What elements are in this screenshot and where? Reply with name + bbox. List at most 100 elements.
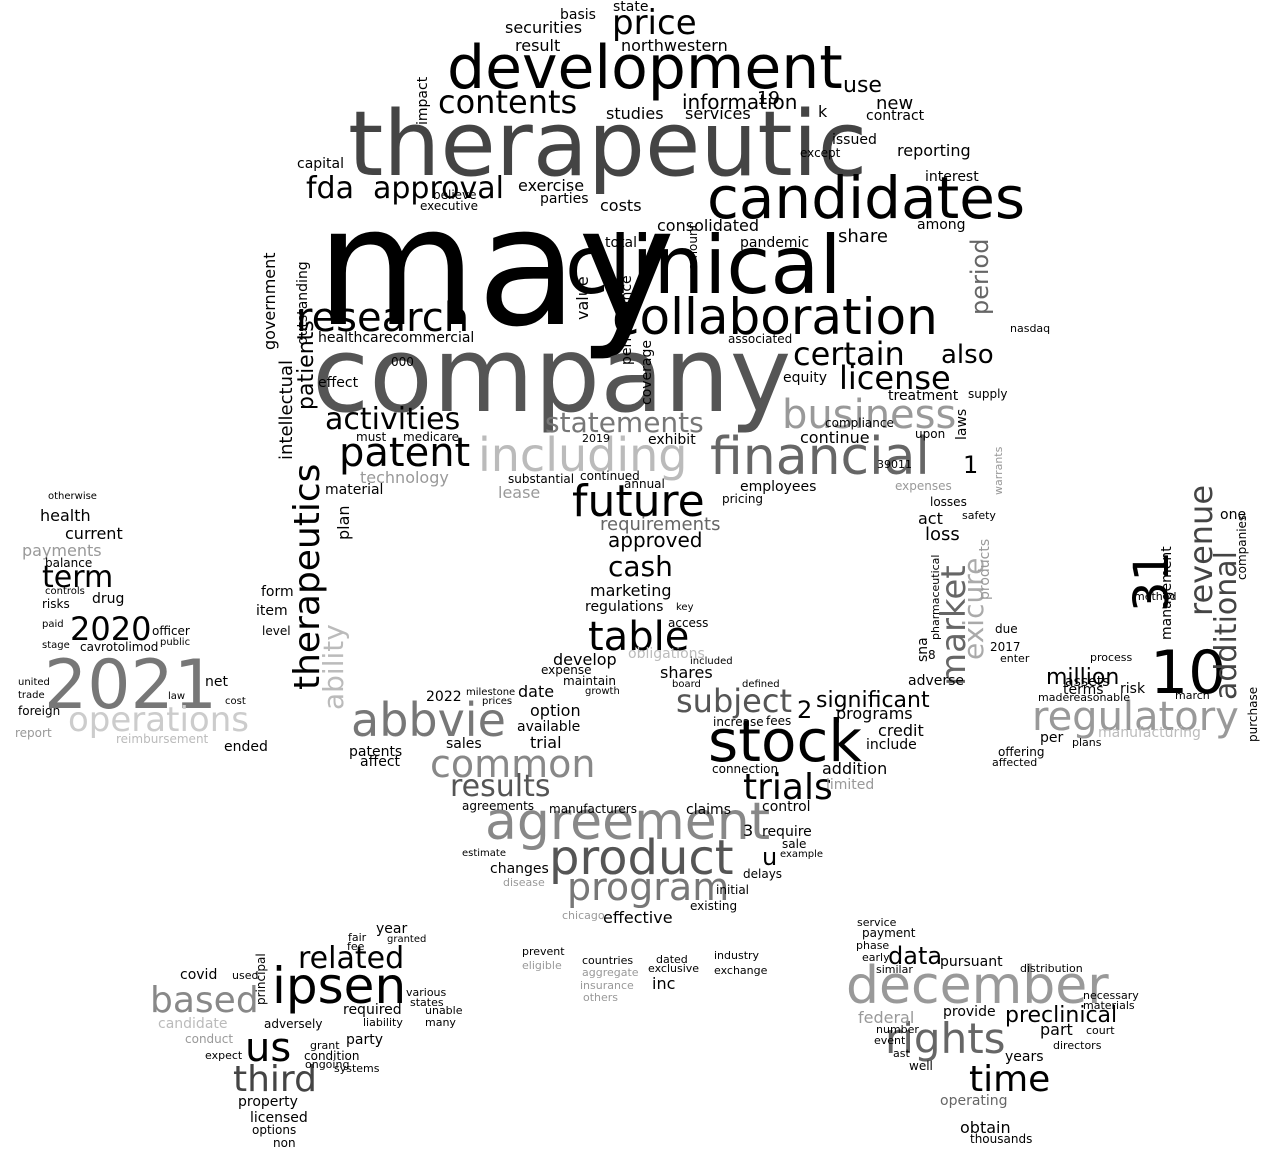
- word: licensed: [250, 1110, 308, 1126]
- word: u: [762, 843, 778, 871]
- word: executive: [420, 199, 479, 213]
- word: officer: [152, 624, 190, 638]
- word: information: [682, 90, 798, 114]
- word: public: [160, 637, 191, 648]
- word: affect: [360, 754, 401, 770]
- word: claims: [686, 802, 731, 818]
- word: value: [573, 276, 592, 320]
- word: trials: [743, 767, 833, 808]
- word: cost: [225, 696, 246, 707]
- word: controls: [45, 586, 85, 597]
- word: k: [818, 102, 828, 121]
- word: northwestern: [621, 36, 728, 55]
- word: cash: [608, 550, 673, 583]
- word: manufacturers: [549, 802, 637, 816]
- word: fees: [766, 714, 792, 728]
- word: regulatory: [1032, 694, 1239, 740]
- word: term: [42, 560, 114, 595]
- word: ast: [893, 1047, 910, 1060]
- word: parties: [540, 191, 589, 207]
- word: disease: [503, 876, 545, 889]
- word: state: [613, 0, 649, 15]
- word: continue: [800, 428, 870, 447]
- word: also: [941, 340, 994, 370]
- word: technology: [360, 468, 449, 487]
- word: process: [1090, 651, 1133, 664]
- word: delays: [743, 867, 783, 881]
- word: necessary: [1083, 989, 1139, 1002]
- word: party: [346, 1032, 383, 1048]
- word: march: [1175, 689, 1210, 702]
- word: loss: [925, 524, 960, 545]
- word: adverse: [908, 673, 965, 689]
- word: united: [18, 677, 50, 688]
- word: health: [40, 506, 91, 525]
- word: 1: [963, 451, 979, 479]
- word: nasdaq: [1010, 322, 1051, 335]
- word: coverage: [639, 340, 655, 405]
- word: current: [65, 524, 123, 543]
- word: control: [762, 799, 811, 815]
- word: exclusive: [648, 962, 700, 975]
- word: madereasonable: [1038, 691, 1130, 704]
- word: 000: [391, 355, 414, 369]
- word: contents: [438, 83, 578, 121]
- word: aggregate: [582, 966, 639, 979]
- word: third: [233, 1059, 317, 1100]
- word: ability: [317, 624, 350, 710]
- word: early: [862, 951, 890, 964]
- word: statements: [545, 406, 704, 439]
- word: 19: [757, 88, 780, 109]
- word: healthcarecommercial: [318, 330, 475, 346]
- word: effective: [603, 908, 673, 927]
- word: patent: [339, 430, 471, 476]
- word: connection: [712, 762, 779, 776]
- word: expense: [541, 663, 592, 677]
- word: per: [1040, 730, 1064, 746]
- word: stock: [708, 707, 862, 775]
- word: approved: [608, 528, 703, 552]
- word: options: [252, 1123, 297, 1137]
- word: marketing: [590, 581, 672, 600]
- word: financial: [710, 427, 930, 487]
- word: business: [782, 392, 957, 438]
- word: fee: [347, 940, 365, 953]
- word: access: [668, 616, 709, 630]
- word: medicare: [403, 430, 460, 444]
- word: trade: [18, 690, 45, 701]
- word: warrants: [992, 446, 1005, 495]
- word: performance: [619, 275, 635, 365]
- word: continued: [580, 469, 640, 483]
- word: net: [205, 674, 228, 690]
- word: ended: [224, 739, 268, 755]
- word: upon: [915, 427, 946, 441]
- word: laws: [954, 408, 970, 440]
- word: milestone: [466, 687, 516, 698]
- word: require: [762, 824, 812, 840]
- word: treatment: [888, 388, 959, 404]
- word: form: [261, 584, 294, 600]
- word: law: [168, 691, 186, 702]
- word: development: [447, 33, 843, 103]
- word: based: [150, 980, 259, 1021]
- word: phase: [856, 939, 890, 952]
- word: develop: [553, 650, 617, 669]
- word: level: [262, 624, 291, 638]
- word: addition: [822, 759, 888, 778]
- word: available: [517, 719, 581, 735]
- word: due: [995, 622, 1018, 636]
- word: manufacturing: [1098, 725, 1201, 741]
- word: use: [843, 73, 882, 98]
- word: total: [605, 235, 638, 251]
- word: certain: [793, 335, 905, 373]
- word: including: [478, 428, 688, 482]
- word: effect: [318, 375, 359, 391]
- word: key: [676, 602, 694, 613]
- word: exchange: [714, 964, 768, 977]
- word: foreign: [18, 704, 61, 718]
- word: ipsen: [272, 957, 407, 1015]
- word: 2019: [582, 432, 610, 445]
- word: paid: [42, 619, 64, 630]
- word: used: [232, 969, 259, 982]
